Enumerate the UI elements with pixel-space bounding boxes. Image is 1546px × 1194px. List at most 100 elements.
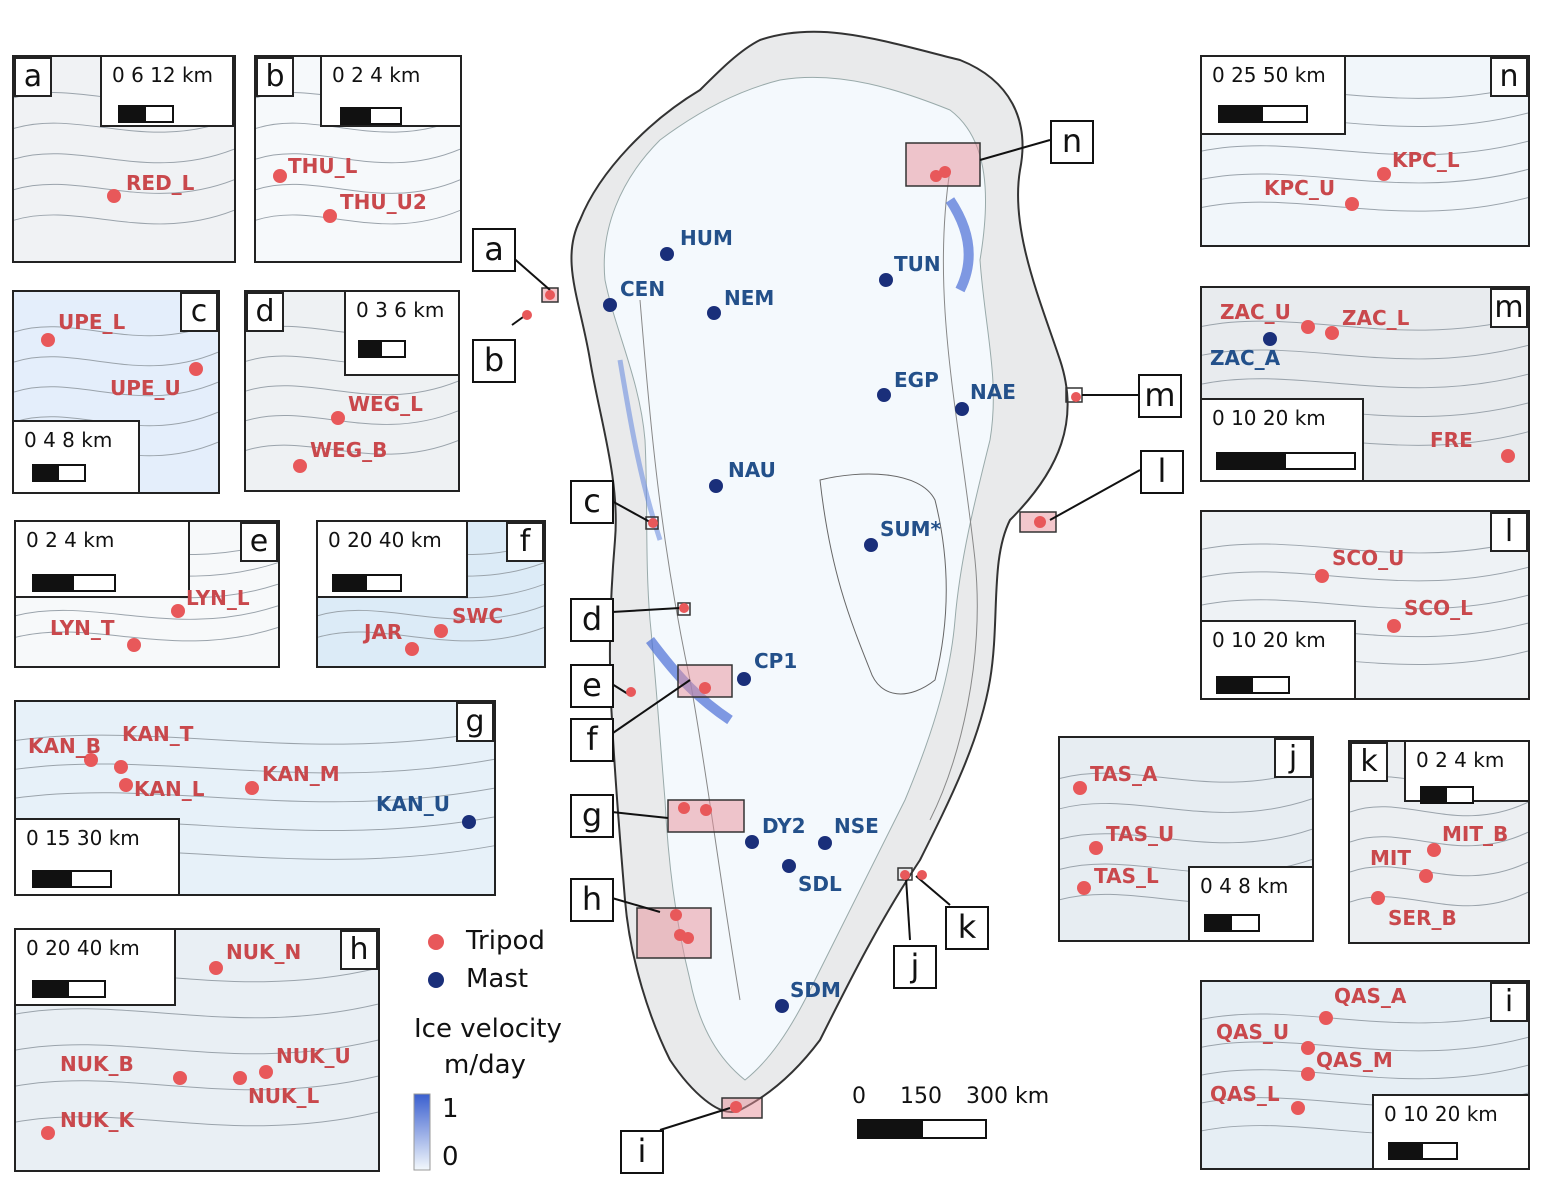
site-dot-nuk_n	[209, 961, 223, 975]
scale-bar-white-segment	[72, 872, 110, 886]
region-box-n	[905, 142, 981, 187]
site-dot-swc	[434, 624, 448, 638]
site-label-tas_l: TAS_L	[1094, 864, 1159, 888]
main-scale-label-300: 300 km	[966, 1084, 1050, 1109]
main-mast-dot	[877, 388, 891, 402]
scale-bar-black-segment	[1422, 788, 1447, 802]
callout-n: n	[1050, 120, 1094, 164]
site-dot-weg_l	[331, 411, 345, 425]
inset-letter-n: n	[1490, 57, 1528, 97]
site-dot-qas_a	[1319, 1011, 1333, 1025]
inset-scale-label: 0 10 20 km	[1212, 628, 1326, 652]
site-dot-thu_u2	[323, 209, 337, 223]
legend-mast-label: Mast	[466, 964, 529, 994]
site-label-upe_u: UPE_U	[110, 376, 181, 400]
legend-tripod-dot	[428, 934, 444, 950]
site-dot-qas_l	[1291, 1101, 1305, 1115]
legend-mast-dot	[428, 972, 444, 988]
inset-scale-bar	[118, 105, 174, 123]
inset-scale-f: 0 20 40 km	[316, 520, 468, 598]
main-mast-label-sdm: SDM	[790, 978, 841, 1002]
contour-east	[929, 169, 978, 821]
legend-velocity-unit: m/day	[444, 1050, 526, 1080]
inset-scale-label: 0 2 4 km	[1416, 748, 1505, 772]
main-tripod-marker	[626, 687, 636, 697]
callout-k: k	[945, 906, 989, 950]
inset-scale-j: 0 4 8 km	[1188, 866, 1314, 942]
inset-scale-bar	[332, 574, 402, 592]
scale-bar-black-segment	[34, 982, 69, 996]
callout-d: d	[570, 598, 614, 642]
site-label-weg_l: WEG_L	[348, 392, 423, 416]
inset-scale-label: 0 25 50 km	[1212, 63, 1326, 87]
scale-bar-black-segment	[1390, 1144, 1423, 1158]
main-tripod-marker	[939, 166, 951, 178]
site-label-mit: MIT	[1370, 846, 1411, 870]
main-scale-bar-white	[921, 1119, 987, 1139]
callout-h: h	[570, 878, 614, 922]
main-scale-label-0: 0	[852, 1084, 866, 1109]
inset-scale-bar	[1388, 1142, 1458, 1160]
site-label-kan_m: KAN_M	[262, 762, 340, 786]
site-label-kan_l: KAN_L	[134, 777, 205, 801]
site-label-thu_u2: THU_U2	[340, 190, 427, 214]
main-tripod-marker	[730, 1101, 742, 1113]
site-dot-kan_l	[119, 778, 133, 792]
site-dot-nuk_k	[41, 1126, 55, 1140]
site-label-qas_a: QAS_A	[1334, 984, 1407, 1008]
scale-bar-white-segment	[382, 342, 404, 356]
site-dot-nuk_u	[233, 1071, 247, 1085]
site-dot-qas_m	[1301, 1067, 1315, 1081]
site-label-nuk_k: NUK_K	[60, 1108, 134, 1132]
inset-letter-f: f	[506, 522, 544, 562]
inset-scale-bar	[1216, 452, 1356, 470]
site-label-red_l: RED_L	[126, 171, 195, 195]
site-dot-mit_b	[1427, 843, 1441, 857]
scale-bar-white-segment	[371, 109, 400, 123]
scale-bar-white-segment	[146, 107, 172, 121]
site-dot-ser_b	[1371, 891, 1385, 905]
site-label-mit_b: MIT_B	[1442, 822, 1509, 846]
inset-letter-i: i	[1490, 982, 1528, 1022]
main-scale-label-150: 150	[900, 1084, 942, 1109]
site-label-swc: SWC	[452, 604, 504, 628]
site-label-zac_u: ZAC_U	[1220, 300, 1291, 324]
inset-scale-label: 0 2 4 km	[332, 63, 421, 87]
inset-scale-e: 0 2 4 km	[14, 520, 190, 598]
legend-velocity-min: 0	[442, 1142, 459, 1172]
main-mast-label-tun: TUN	[894, 252, 941, 276]
inset-scale-label: 0 20 40 km	[26, 936, 140, 960]
main-mast-label-nse: NSE	[834, 814, 879, 838]
legend-tripod-label: Tripod	[466, 926, 545, 956]
callout-l: l	[1140, 450, 1184, 494]
site-label-kan_u: KAN_U	[376, 792, 450, 816]
site-label-qas_u: QAS_U	[1216, 1020, 1290, 1044]
callout-j: j	[893, 945, 937, 989]
scale-bar-white-segment	[59, 466, 84, 480]
inset-scale-m: 0 10 20 km	[1200, 398, 1364, 482]
site-dot-sco_u	[1315, 569, 1329, 583]
site-dot-tas_u	[1089, 841, 1103, 855]
scale-bar-black-segment	[1206, 916, 1232, 930]
main-tripod-marker	[545, 290, 555, 300]
main-tripod-marker	[682, 932, 694, 944]
main-mast-label-egp: EGP	[894, 368, 939, 392]
site-dot-kpc_u	[1345, 197, 1359, 211]
main-tripod-marker	[670, 909, 682, 921]
main-mast-dot	[818, 836, 832, 850]
inset-scale-b: 0 2 4 km	[320, 55, 462, 127]
main-mast-dot	[709, 479, 723, 493]
inset-letter-b: b	[256, 57, 294, 97]
site-label-fre: FRE	[1430, 428, 1473, 452]
main-tripod-marker	[679, 603, 689, 613]
main-scale-bar-black	[857, 1119, 923, 1139]
scale-bar-white-segment	[1232, 916, 1258, 930]
site-label-kan_b: KAN_B	[28, 734, 101, 758]
scale-bar-white-segment	[1263, 107, 1306, 121]
site-label-kpc_u: KPC_U	[1264, 176, 1336, 200]
main-tripod-marker	[900, 870, 910, 880]
inset-letter-c: c	[180, 292, 218, 332]
main-mast-dot	[955, 402, 969, 416]
main-tripod-marker	[678, 802, 690, 814]
